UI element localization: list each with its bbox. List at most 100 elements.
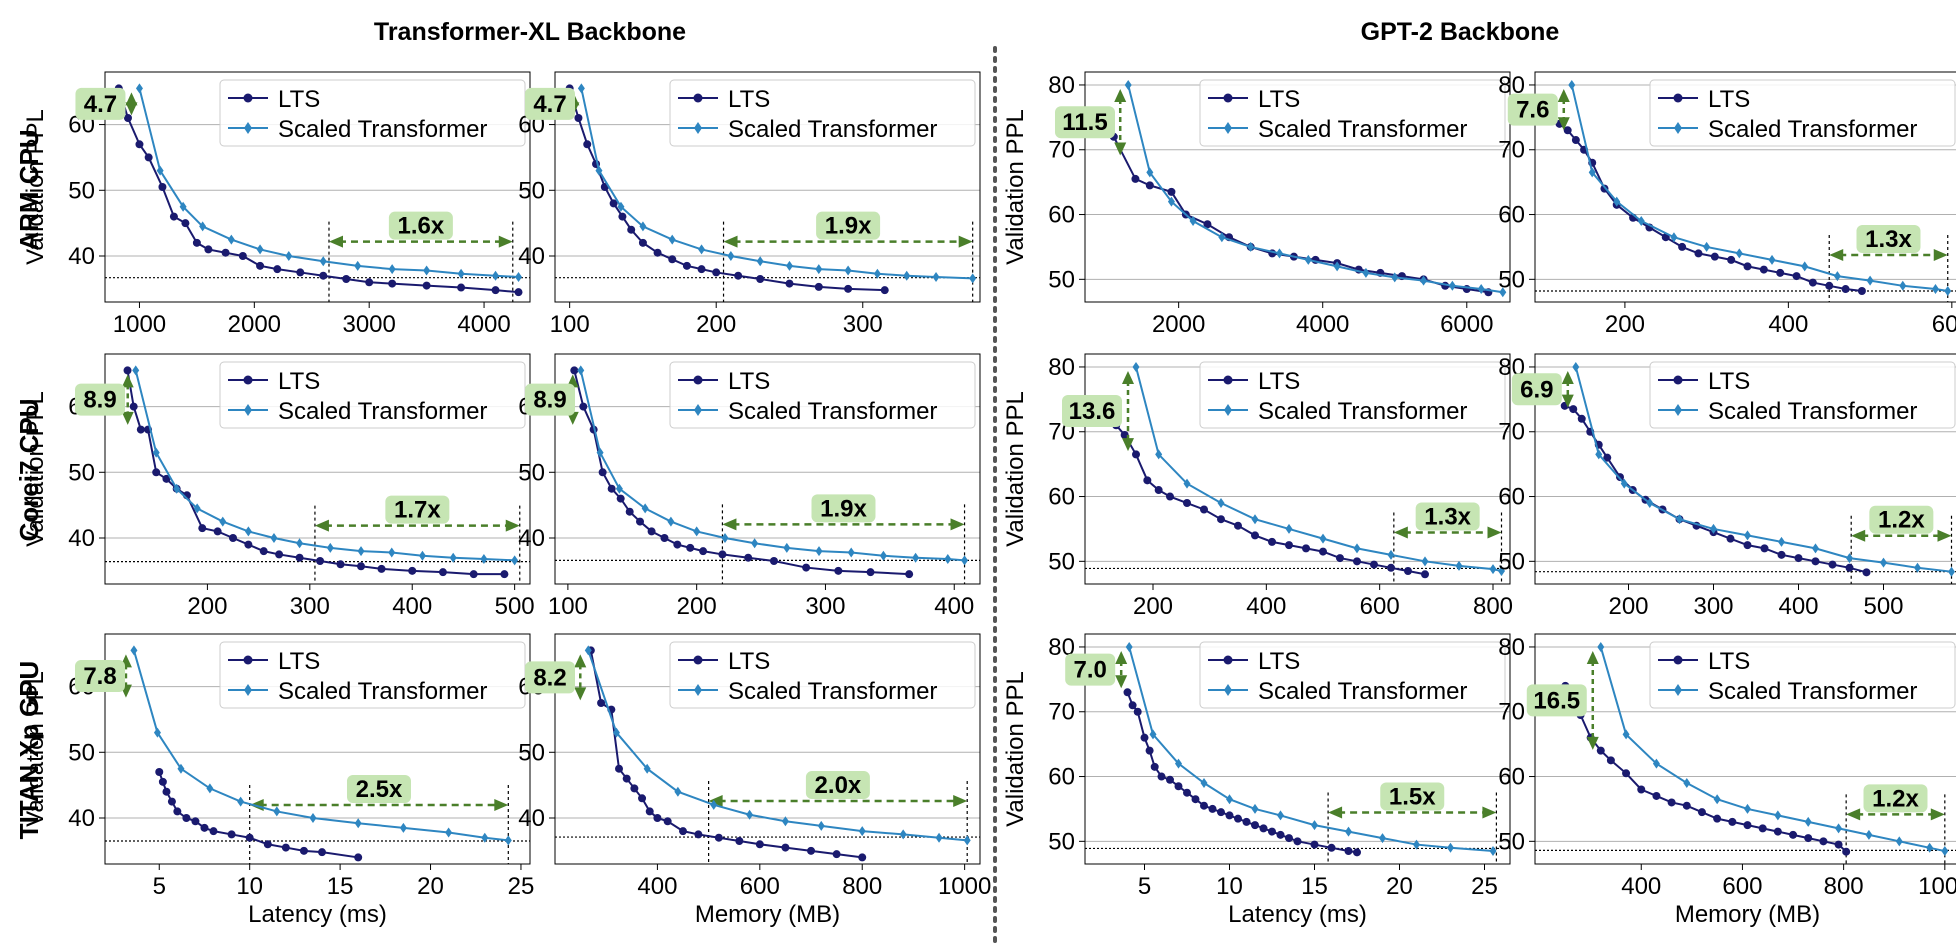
- scaled-transformer-point: [674, 786, 682, 797]
- lts-point: [1834, 840, 1843, 849]
- lts-point: [1652, 791, 1661, 800]
- lts-point: [1157, 772, 1166, 781]
- lts-point: [1145, 181, 1154, 190]
- lts-point: [256, 261, 265, 270]
- legend-scaled-marker: [244, 404, 252, 416]
- lts-point: [858, 853, 867, 862]
- speedup-label-box: [1863, 784, 1928, 813]
- scaled-transformer-point: [969, 273, 977, 284]
- scaled-transformer-point: [1703, 241, 1711, 252]
- speedup-arrowhead-right: [950, 518, 965, 531]
- ppl-gap-label: 7.0: [1074, 657, 1107, 684]
- x-tick-label: 600: [1360, 593, 1400, 620]
- y-tick-label: 70: [1048, 699, 1075, 726]
- legend-lts-label: LTS: [728, 86, 770, 113]
- lts-point: [135, 140, 144, 149]
- scaled-transformer-point: [727, 251, 735, 261]
- lts-point: [1842, 847, 1851, 856]
- legend: LTS Scaled Transformer: [1649, 361, 1956, 429]
- lts-point: [200, 823, 209, 832]
- lts-point: [152, 468, 161, 477]
- x-tick-label: 200: [677, 593, 717, 620]
- lts-point: [1845, 563, 1854, 572]
- speedup-label: 1.2x: [1878, 507, 1925, 534]
- scaled-transformer-point: [492, 270, 500, 281]
- lts-point: [357, 562, 366, 571]
- legend: LTS Scaled Transformer: [219, 361, 526, 429]
- scaled-transformer-line: [132, 650, 509, 842]
- plot-frame: [1534, 353, 1956, 585]
- lts-line: [1564, 404, 1867, 574]
- lts-point: [834, 566, 843, 575]
- lts-point: [1285, 834, 1293, 843]
- speedup-label-box: [346, 775, 411, 803]
- scaled-transformer-point: [1710, 523, 1717, 534]
- x-axis-label: Latency (ms): [1228, 901, 1367, 928]
- lts-point: [1603, 453, 1612, 462]
- x-tick-label: 500: [1863, 593, 1903, 620]
- lts-point: [181, 219, 190, 228]
- row-label-corei7-cpu: Corei7 CPU: [14, 398, 44, 541]
- scaled-transformer-point: [693, 526, 701, 537]
- legend-scaled-marker: [244, 684, 252, 696]
- scaled-transformer-point: [177, 763, 185, 774]
- lts-point: [597, 699, 606, 707]
- lts-point: [714, 833, 723, 842]
- lts-point: [1808, 278, 1817, 287]
- ppl-gap-arrowhead-up: [1586, 650, 1599, 664]
- y-tick-label: 40: [518, 525, 545, 552]
- y-tick-label: 70: [1498, 137, 1525, 164]
- lts-point: [319, 271, 328, 280]
- scaled-transformer-point: [1146, 167, 1154, 178]
- lts-point: [377, 564, 386, 573]
- scaled-transformer-point: [449, 552, 457, 563]
- legend-box: [1649, 361, 1956, 429]
- lts-point: [144, 153, 153, 162]
- legend-lts-label: LTS: [728, 368, 770, 395]
- legend-box: [1199, 641, 1506, 709]
- scaled-transformer-point: [515, 272, 523, 283]
- scaled-transformer-point: [1735, 248, 1743, 259]
- x-tick-label: 400: [1621, 873, 1661, 900]
- lts-point: [229, 534, 238, 542]
- legend-lts-label: LTS: [1708, 368, 1750, 395]
- lts-point: [158, 777, 167, 786]
- scaled-transformer-point: [1899, 280, 1907, 291]
- legend-box: [669, 361, 976, 429]
- ppl-gap-label-box: [525, 383, 575, 416]
- scaled-transformer-point: [173, 483, 181, 494]
- scaled-transformer-point: [1217, 498, 1225, 509]
- x-tick-label: 200: [187, 593, 227, 620]
- scaled-transformer-point: [1622, 729, 1630, 740]
- lts-point: [1200, 801, 1208, 810]
- lts-point: [653, 248, 662, 257]
- lts-point: [1133, 707, 1142, 716]
- ppl-gap-arrowhead-up: [121, 374, 134, 388]
- lts-point: [1387, 563, 1395, 572]
- lts-point: [663, 817, 672, 826]
- y-tick-label: 80: [1498, 634, 1525, 661]
- y-axis-label: Validation PPL: [22, 391, 49, 547]
- scaled-transformer-point: [1620, 478, 1628, 489]
- ppl-gap-label-box: [1511, 373, 1562, 406]
- plot-frame: [554, 633, 981, 865]
- legend: LTS Scaled Transformer: [669, 361, 976, 429]
- lts-point: [1217, 808, 1225, 817]
- lts-point: [295, 553, 304, 562]
- legend-scaled-label: Scaled Transformer: [1708, 398, 1917, 425]
- lts-point: [388, 279, 397, 288]
- scaled-transformer-point: [296, 538, 304, 549]
- y-tick-label: 50: [518, 459, 545, 486]
- speedup-arrowhead-right: [1937, 529, 1952, 542]
- speedup-arrowhead-left: [1328, 806, 1343, 819]
- scaled-transformer-point: [844, 265, 852, 276]
- scaled-transformer-point: [756, 256, 764, 267]
- lts-point: [769, 557, 778, 565]
- panel-12: 50 60 70 80 400 600 800 1000 1.2x 16.5 LTS Scaled T…: [1498, 633, 1956, 928]
- y-axis-label: Validation PPL: [22, 671, 49, 827]
- y-tick-label: 60: [1498, 202, 1525, 229]
- lts-point: [627, 225, 636, 234]
- lts-point: [1183, 788, 1191, 797]
- scaled-transformer-point: [932, 272, 940, 283]
- y-tick-label: 50: [1498, 266, 1525, 293]
